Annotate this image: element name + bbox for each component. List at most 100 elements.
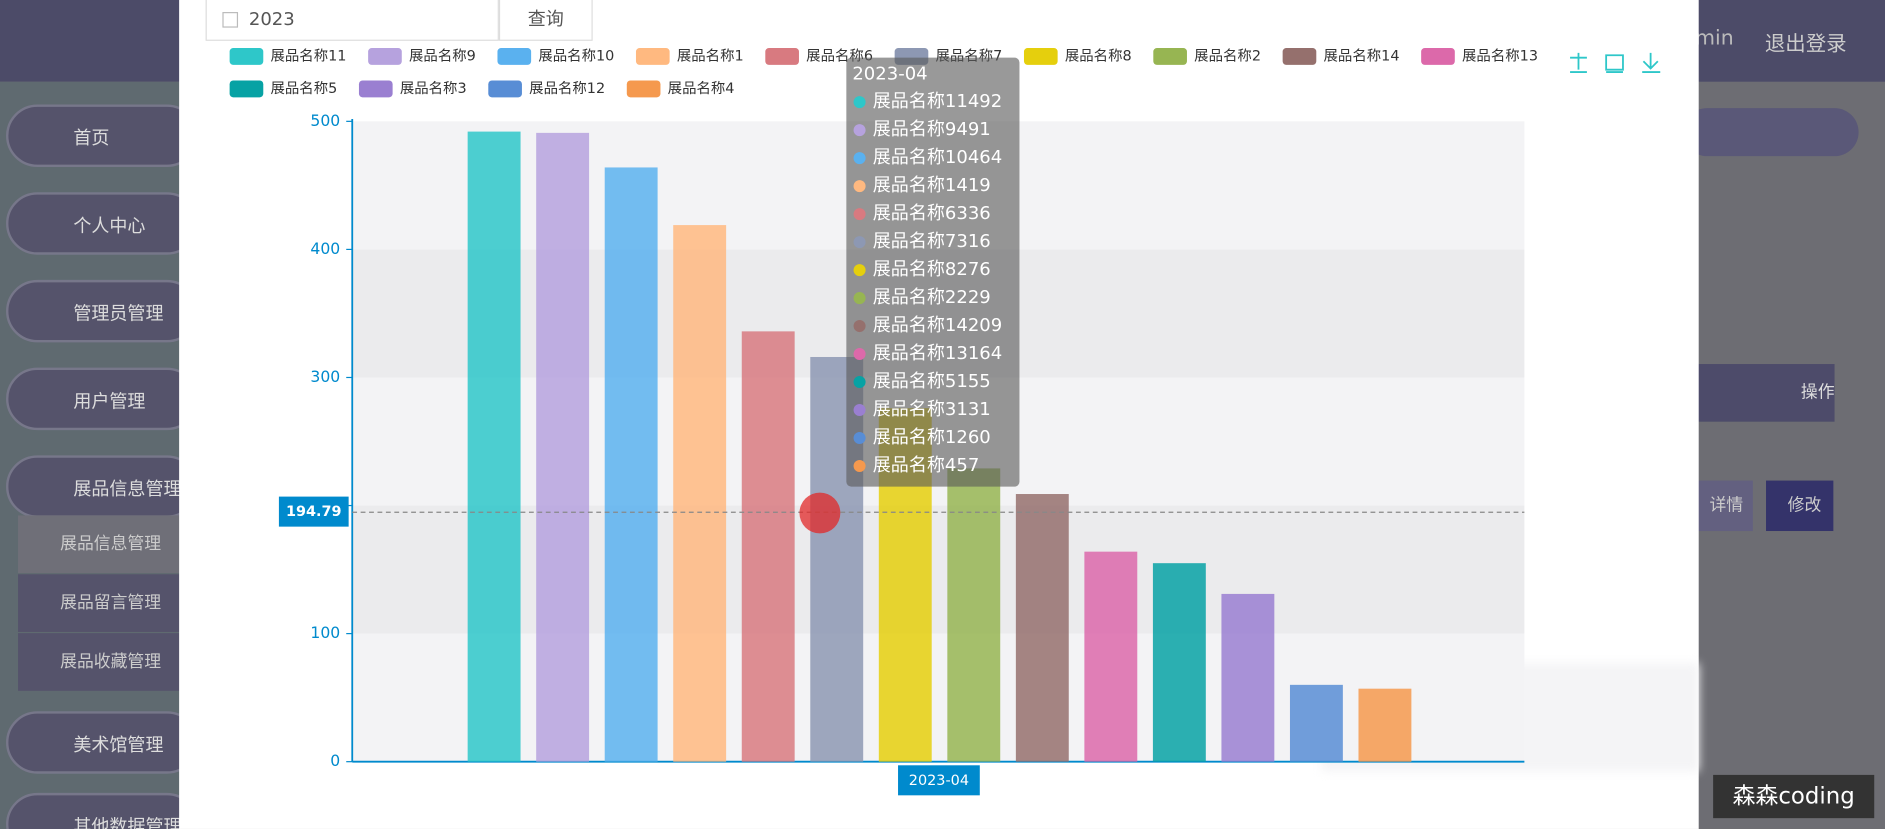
tooltip-row: 展品名称9491 <box>873 119 991 140</box>
tooltip-row: 展品名称10464 <box>873 147 1002 168</box>
tooltip-row: 展品名称13164 <box>873 343 1002 364</box>
legend-item[interactable]: 展品名称9 <box>368 47 476 65</box>
calendar-icon <box>222 12 239 28</box>
bar <box>1084 551 1138 762</box>
submenu-item[interactable]: 展品信息管理 <box>18 515 199 574</box>
tooltip-dot <box>853 432 866 445</box>
action-header: 操作 <box>1800 383 1835 403</box>
legend-label: 展品名称10 <box>538 47 614 64</box>
tooltip-value: 60 <box>968 427 991 448</box>
date-input[interactable]: 2023 <box>205 0 499 41</box>
tooltip-name: 展品名称3 <box>873 399 957 420</box>
tooltip-dot <box>853 348 866 361</box>
x-tick-label: 2023-04 <box>909 773 969 789</box>
tool-icon[interactable] <box>1570 52 1587 73</box>
menu-item[interactable]: 其他数据管理 <box>6 792 199 829</box>
menu-item[interactable]: 美术馆管理 <box>6 711 199 774</box>
legend-item[interactable]: 展品名称13 <box>1421 47 1538 65</box>
axis-pointer-box <box>278 496 349 527</box>
tooltip-dot <box>853 404 866 417</box>
legend-swatch <box>1023 48 1058 65</box>
submenu-item[interactable]: 展品留言管理 <box>18 574 199 632</box>
tooltip-value: 155 <box>956 371 990 392</box>
tooltip-dot <box>853 376 866 389</box>
tooltip-row: 展品名称3131 <box>873 399 991 420</box>
tooltip-value: 336 <box>956 203 990 224</box>
logout[interactable]: 退出登录 <box>1764 32 1847 57</box>
edit-button[interactable]: 修改 <box>1766 480 1834 532</box>
legend-swatch <box>358 80 393 98</box>
legend-label: 展品名称4 <box>668 80 735 97</box>
tooltip-row: 展品名称11492 <box>873 91 1002 112</box>
split-area <box>352 633 1525 762</box>
tooltip-dot <box>853 460 866 473</box>
tool-icon[interactable] <box>1605 54 1624 73</box>
tooltip-value: 276 <box>956 259 990 280</box>
tooltip-name: 展品名称12 <box>873 427 968 448</box>
legend-label: 展品名称12 <box>529 80 605 97</box>
legend-label: 展品名称14 <box>1324 47 1400 64</box>
tooltip-name: 展品名称14 <box>873 315 968 336</box>
y-tick-label: 500 <box>310 112 340 130</box>
legend-swatch <box>1282 48 1317 65</box>
tooltip-dot <box>853 320 866 333</box>
tooltip-name: 展品名称13 <box>873 343 968 364</box>
search-bar <box>1683 108 1859 157</box>
legend-item[interactable]: 展品名称11 <box>229 47 347 65</box>
legend-label: 展品名称8 <box>1065 47 1132 64</box>
tooltip-value: 229 <box>956 287 990 308</box>
tooltip-name: 展品名称11 <box>873 91 968 112</box>
legend-swatch <box>497 48 532 65</box>
tool-icon[interactable] <box>1642 52 1661 73</box>
tooltip-row: 展品名称14209 <box>873 315 1002 336</box>
tooltip-box <box>846 57 1020 487</box>
legend-item[interactable]: 展品名称4 <box>626 80 735 98</box>
tooltip-row: 展品名称1419 <box>873 175 991 196</box>
query-button[interactable]: 查询 <box>498 0 593 41</box>
bar <box>536 132 590 762</box>
user: min <box>1695 26 1734 51</box>
y-tick-label: 400 <box>310 240 340 258</box>
tooltip-name: 展品名称6 <box>873 203 957 224</box>
tooltip-value: 464 <box>968 147 1002 168</box>
tooltip-name: 展品名称4 <box>873 455 957 476</box>
legend-swatch <box>1153 48 1187 65</box>
legend-label: 展品名称13 <box>1462 47 1538 64</box>
y-tick-label: 100 <box>310 624 340 642</box>
tooltip-value: 131 <box>956 399 990 420</box>
toolbox <box>1570 52 1661 73</box>
legend-item[interactable]: 展品名称3 <box>358 80 467 98</box>
legend-item[interactable]: 展品名称2 <box>1153 47 1261 65</box>
bar <box>741 331 795 762</box>
tooltip-row: 展品名称5155 <box>873 371 991 392</box>
tooltip-dot <box>853 264 866 277</box>
menu-item[interactable]: 个人中心 <box>6 192 199 255</box>
tooltip-name: 展品名称10 <box>873 147 968 168</box>
legend-swatch <box>765 48 799 65</box>
split-area <box>352 505 1525 634</box>
bar <box>1221 593 1275 762</box>
tooltip-name: 展品名称9 <box>873 119 957 140</box>
legend-item[interactable]: 展品名称14 <box>1282 47 1400 65</box>
menu-item[interactable]: 展品信息管理 <box>6 455 199 518</box>
legend-item[interactable]: 展品名称12 <box>488 80 605 98</box>
tooltip-dot <box>853 124 866 137</box>
bar <box>1289 684 1343 762</box>
legend-item[interactable]: 展品名称5 <box>229 80 338 98</box>
tooltip-name: 展品名称7 <box>873 231 957 252</box>
legend-item[interactable]: 展品名称1 <box>635 47 744 65</box>
legend-label: 展品名称3 <box>400 80 467 97</box>
legend-label: 展品名称5 <box>270 80 337 97</box>
legend-swatch <box>488 80 522 98</box>
tooltip-name: 展品名称2 <box>873 287 957 308</box>
menu-item[interactable]: 管理员管理 <box>6 279 199 343</box>
tooltip: 2023-04展品名称11492展品名称9491展品名称10464展品名称141… <box>846 57 1020 487</box>
submenu-item[interactable]: 展品收藏管理 <box>18 633 199 691</box>
menu-item[interactable]: 首页 <box>6 104 199 167</box>
legend-item[interactable]: 展品名称10 <box>497 47 614 65</box>
axis-pointer-label: 194.79 <box>286 504 342 520</box>
legend-item[interactable]: 展品名称8 <box>1023 47 1132 65</box>
tooltip-row: 展品名称457 <box>873 455 980 476</box>
